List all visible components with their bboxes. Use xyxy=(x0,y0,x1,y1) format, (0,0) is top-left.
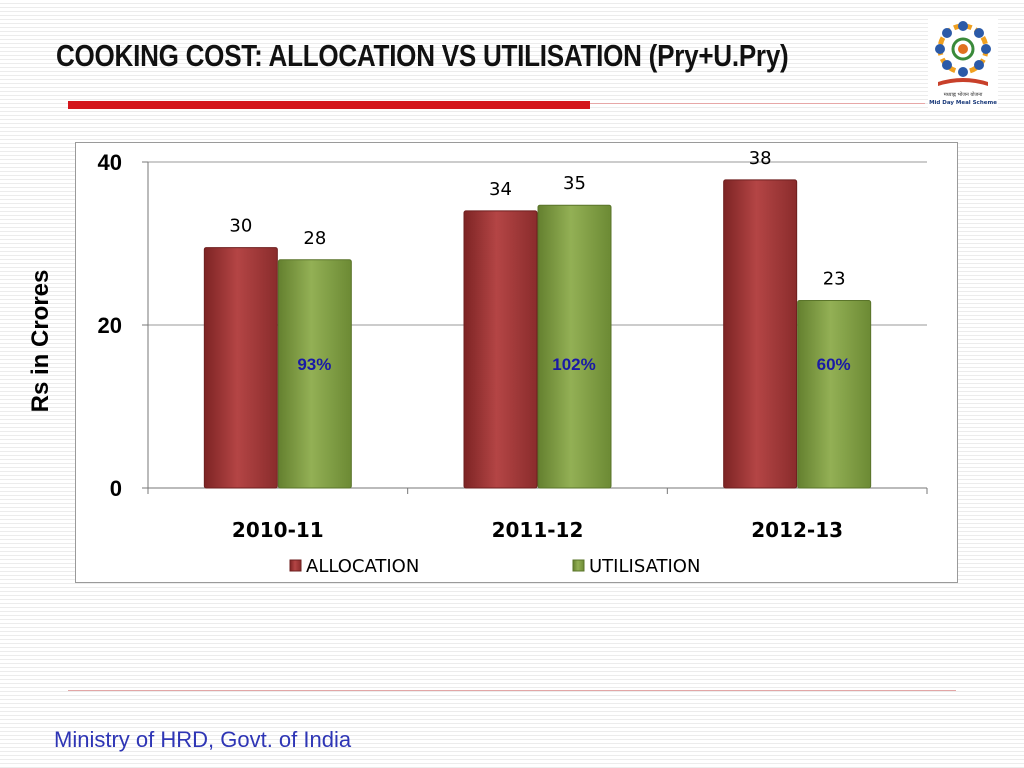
utilisation-percent-label: 102% xyxy=(552,355,595,374)
bar-allocation xyxy=(723,179,798,489)
x-category-label: 2011-12 xyxy=(492,518,584,542)
legend-label-allocation: ALLOCATION xyxy=(306,556,419,577)
data-label-utilisation: 28 xyxy=(303,228,326,249)
title-underline-thin xyxy=(590,103,925,104)
legend-label-utilisation: UTILISATION xyxy=(589,556,700,577)
slide-title: COOKING COST: ALLOCATION VS UTILISATION … xyxy=(56,38,789,73)
footer-divider xyxy=(68,690,956,691)
legend-swatch-utilisation xyxy=(572,559,585,572)
data-label-allocation: 30 xyxy=(229,216,252,237)
bar-utilisation xyxy=(537,204,612,489)
logo-text-hindi: मध्याह्न भोजन योजना xyxy=(944,91,983,98)
mid-day-meal-logo: मध्याह्न भोजन योजना Mid Day Meal Scheme xyxy=(928,16,998,108)
legend-swatch-allocation xyxy=(289,559,302,572)
bar-allocation xyxy=(203,247,278,489)
x-category-label: 2010-11 xyxy=(232,518,324,542)
logo-text-english: Mid Day Meal Scheme xyxy=(929,100,997,106)
data-label-allocation: 38 xyxy=(749,148,772,169)
title-underline-red xyxy=(68,101,590,109)
data-label-utilisation: 23 xyxy=(823,269,846,290)
data-label-allocation: 34 xyxy=(489,179,512,200)
bar-allocation xyxy=(463,210,538,489)
data-label-utilisation: 35 xyxy=(563,173,586,194)
bar-chart: 0 20 40 30 28 93% 2010-11 34 35 102% 2011-12 38 23 60… xyxy=(98,148,928,577)
utilisation-percent-label: 93% xyxy=(297,355,331,374)
utilisation-percent-label: 60% xyxy=(817,355,851,374)
y-tick-label: 40 xyxy=(98,150,122,175)
y-axis-label: Rs in Crores xyxy=(27,269,54,413)
y-tick-label: 0 xyxy=(110,476,122,501)
chart-area: 0 20 40 30 28 93% 2010-11 34 35 102% 2011-12 38 23 60… xyxy=(75,142,958,583)
footer-text: Ministry of HRD, Govt. of India xyxy=(54,727,352,752)
logo-ring-icon xyxy=(935,21,991,86)
logo-graphic: मध्याह्न भोजन योजना Mid Day Meal Scheme xyxy=(929,21,997,106)
x-category-label: 2012-13 xyxy=(751,518,843,542)
y-tick-label: 20 xyxy=(98,313,122,338)
bar-utilisation xyxy=(797,300,872,489)
bar-utilisation xyxy=(277,259,352,489)
